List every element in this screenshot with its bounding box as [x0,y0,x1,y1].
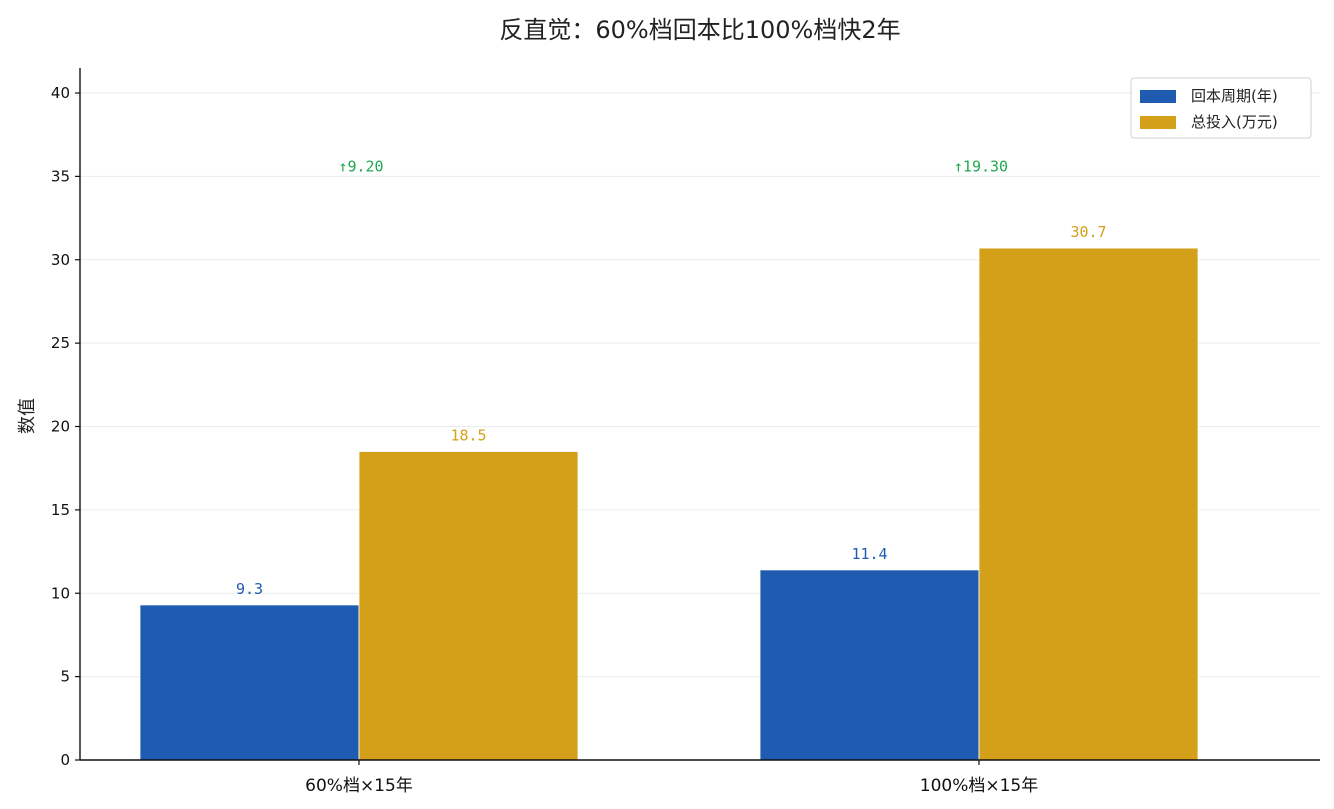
legend-entry: 总投入(万元) [1191,113,1278,131]
x-tick-label: 60%档×15年 [305,776,413,796]
y-tick-label: 10 [51,584,70,602]
bar-value-label: 11.4 [851,545,887,563]
bar-value-label: 18.5 [450,427,486,445]
gridlines [80,92,1320,678]
y-tick-label: 30 [51,251,70,269]
annotation-label: ↑19.30 [954,157,1008,175]
y-tick-label: 0 [60,751,70,769]
bars [139,247,1199,761]
bar [978,247,1199,761]
bar [358,451,579,761]
bar [139,604,360,761]
y-tick-label: 5 [60,668,70,686]
bar-labels: 9.3 18.5 11.4 30.7 ↑9.20 ↑19.30 [236,157,1107,598]
x-tick-label: 100%档×15年 [920,776,1038,796]
y-tick-label: 35 [51,167,70,185]
bar-value-label: 9.3 [236,580,263,598]
legend-swatch [1140,116,1176,129]
bar [759,569,980,761]
chart-title: 反直觉：60%档回本比100%档快2年 [499,16,900,44]
y-tick-label: 15 [51,501,70,519]
axes: 0 5 10 15 20 25 30 35 40 60%档×15年 100%档×15年 [51,68,1320,796]
legend-swatch [1140,90,1176,103]
y-tick-label: 40 [51,84,70,102]
y-axis-label: 数值 [17,398,38,434]
y-tick-label: 25 [51,334,70,352]
legend-entry: 回本周期(年) [1191,87,1278,105]
annotation-label: ↑9.20 [338,157,383,175]
bar-value-label: 30.7 [1070,223,1106,241]
legend: 回本周期(年) 总投入(万元) [1130,77,1312,139]
y-tick-label: 20 [51,418,70,436]
